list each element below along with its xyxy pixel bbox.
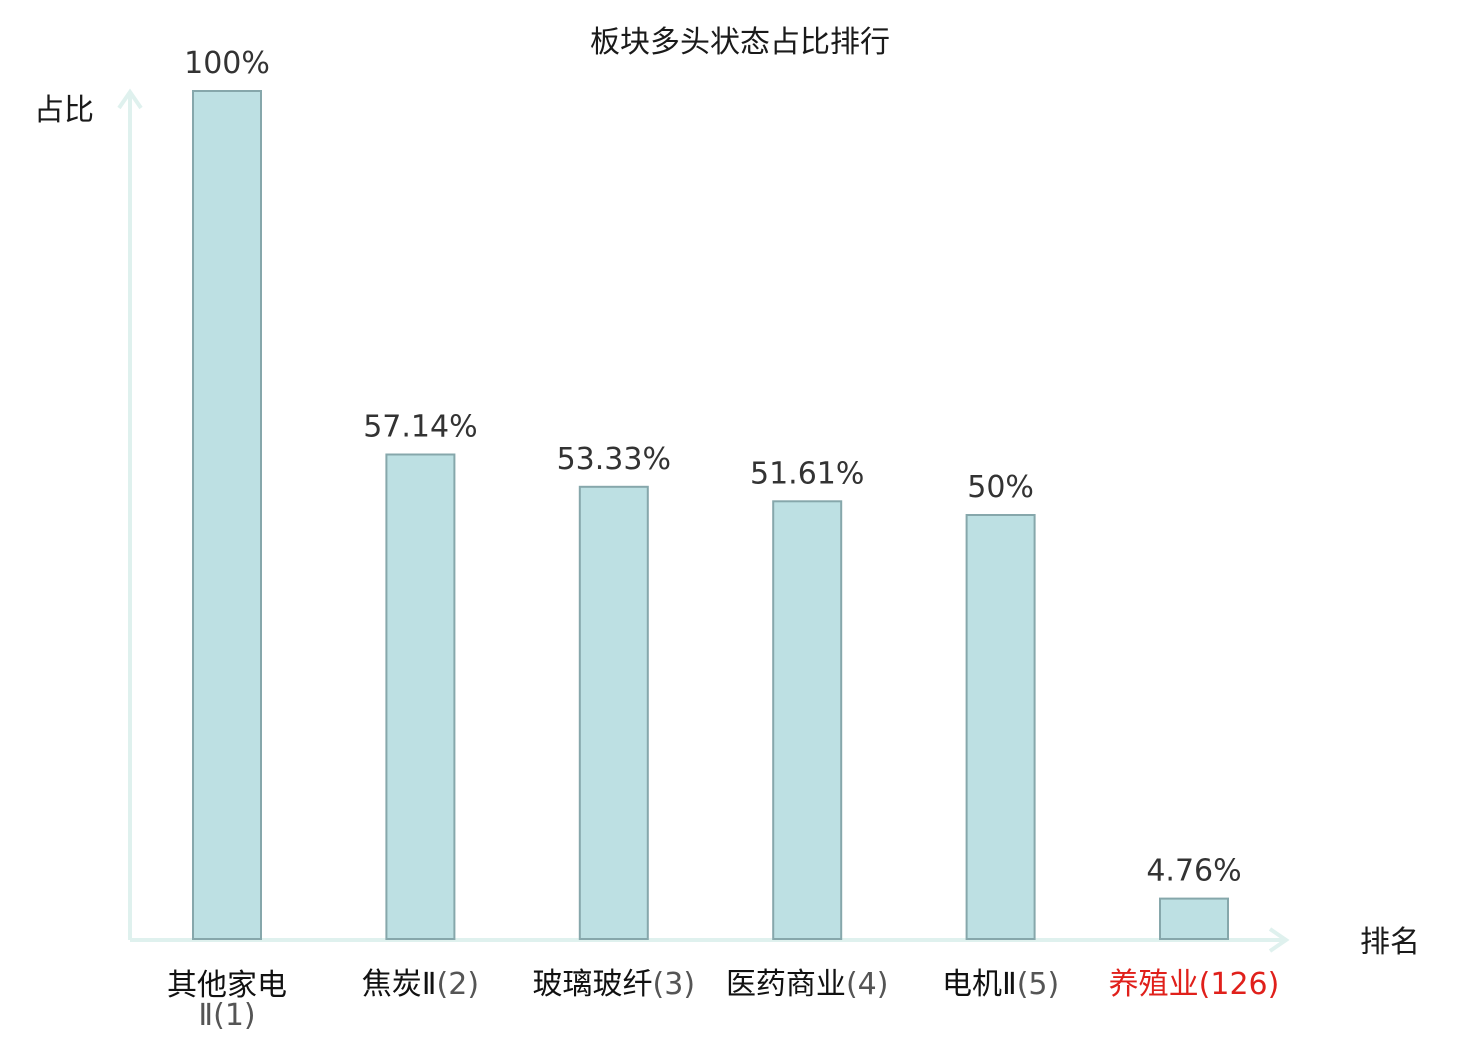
category-name: 焦炭Ⅱ <box>362 967 437 1002</box>
chart-title: 板块多头状态占比排行 <box>590 25 890 60</box>
category-rank: (2) <box>437 967 480 1002</box>
bar <box>385 453 456 940</box>
category-label: 焦炭Ⅱ(2) <box>362 967 479 1002</box>
category-label: 医药商业(4) <box>726 967 889 1002</box>
category-rank: Ⅱ(1) <box>198 998 255 1033</box>
value-label: 50% <box>967 470 1034 505</box>
value-label: 57.14% <box>363 410 477 445</box>
x-axis-label: 排名 <box>1360 925 1420 960</box>
bar <box>578 485 649 940</box>
value-label: 4.76% <box>1146 854 1241 889</box>
bar <box>772 500 843 940</box>
category-rank: (126) <box>1199 967 1280 1002</box>
category-labels: 其他家电 Ⅱ(1) 焦炭Ⅱ(2) 玻璃玻纤(3) 医药商业(4) 电机Ⅱ(5) 养殖业(12… <box>167 967 1279 1033</box>
category-name: 医药商业 <box>726 967 846 1002</box>
category-rank: (5) <box>1017 967 1060 1002</box>
y-axis-label: 占比 <box>34 93 94 128</box>
bars <box>192 90 1229 940</box>
y-axis-arrow <box>117 88 143 110</box>
bar <box>192 90 262 940</box>
category-name: 其他家电 <box>167 968 287 1003</box>
category-label: 养殖业(126) <box>1109 967 1280 1002</box>
category-rank: (4) <box>846 967 889 1002</box>
category-rank: (3) <box>653 967 696 1002</box>
category-label: 电机Ⅱ(5) <box>942 967 1059 1002</box>
category-name: 养殖业 <box>1109 967 1199 1002</box>
x-axis-arrow <box>1268 927 1290 953</box>
category-label: 玻璃玻纤(3) <box>533 967 696 1002</box>
bar <box>965 514 1036 940</box>
value-label: 51.61% <box>750 456 864 491</box>
axes <box>117 88 1290 953</box>
category-name: 玻璃玻纤 <box>533 967 653 1002</box>
value-label: 100% <box>184 46 270 81</box>
value-label: 53.33% <box>557 442 671 477</box>
category-name: 电机Ⅱ <box>942 967 1017 1002</box>
value-labels: 100% 57.14% 53.33% 51.61% 50% 4.76% <box>184 46 1242 889</box>
category-label: 其他家电 Ⅱ(1) <box>167 968 287 1033</box>
bar <box>1159 897 1229 940</box>
